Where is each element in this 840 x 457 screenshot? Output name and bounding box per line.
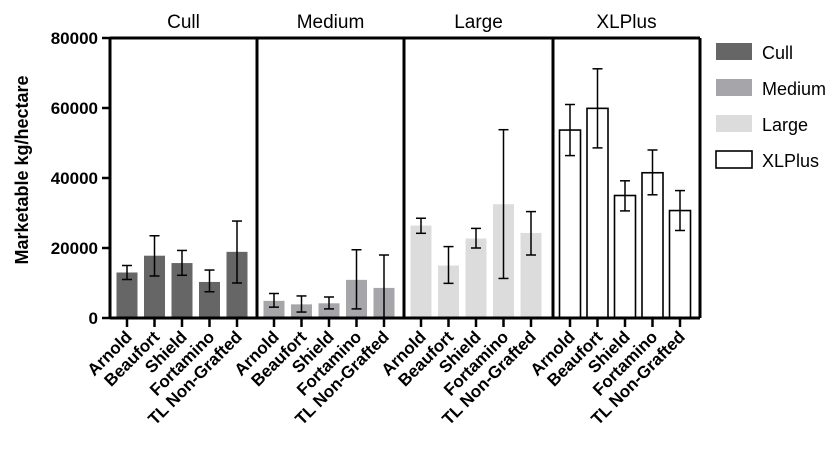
legend-swatch-cull bbox=[716, 43, 752, 60]
bar-large-beaufort bbox=[438, 265, 459, 318]
legend-label-cull: Cull bbox=[762, 43, 793, 63]
y-tick-label: 80000 bbox=[51, 29, 98, 48]
bar-cull-shield bbox=[171, 263, 193, 318]
bar-large-arnold bbox=[410, 225, 432, 318]
bar-medium-shield bbox=[318, 303, 340, 318]
y-tick-label: 0 bbox=[89, 309, 98, 328]
y-tick-label: 20000 bbox=[51, 239, 98, 258]
bar-cull-arnold bbox=[116, 272, 138, 318]
bar-large-tl-non-grafted bbox=[520, 232, 542, 318]
bar-cull-fortamino bbox=[199, 281, 220, 318]
y-tick-label: 40000 bbox=[51, 169, 98, 188]
bar-xlplus-shield bbox=[613, 194, 637, 319]
legend-swatch-xlplus bbox=[715, 150, 753, 169]
bar-cull-tl-non-grafted bbox=[226, 251, 248, 318]
legend-swatch-medium bbox=[716, 79, 752, 96]
panel-title-medium: Medium bbox=[297, 12, 365, 33]
legend-swatch-large bbox=[716, 115, 752, 132]
y-axis-title: Marketable kg/hectare bbox=[12, 75, 32, 264]
legend-label-medium: Medium bbox=[762, 79, 826, 99]
panel-title-large: Large bbox=[454, 12, 503, 33]
legend-label-xlplus: XLPlus bbox=[762, 151, 819, 171]
bar-large-shield bbox=[465, 238, 487, 318]
bar-cull-beaufort bbox=[144, 255, 165, 318]
panel-title-xlplus: XLPlus bbox=[596, 12, 656, 33]
bar-medium-arnold bbox=[263, 300, 285, 318]
legend-label-large: Large bbox=[762, 115, 808, 135]
bar-xlplus-arnold bbox=[558, 129, 582, 319]
y-tick-label: 60000 bbox=[51, 99, 98, 118]
panel-title-cull: Cull bbox=[167, 12, 200, 33]
